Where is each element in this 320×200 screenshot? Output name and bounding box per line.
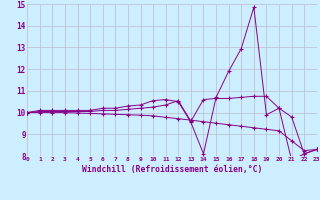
X-axis label: Windchill (Refroidissement éolien,°C): Windchill (Refroidissement éolien,°C)	[82, 165, 262, 174]
